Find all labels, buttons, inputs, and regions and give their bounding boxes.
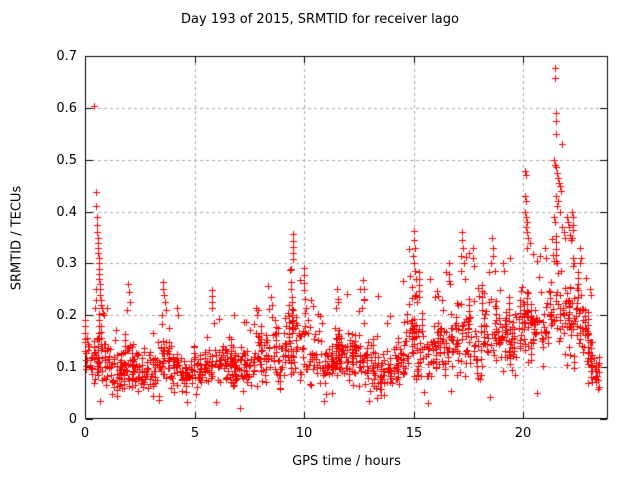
y-tick-label: 0.1	[56, 360, 77, 375]
x-tick-label: 0	[80, 426, 90, 441]
x-tick-label: 5	[190, 426, 200, 441]
y-tick-label: 0.3	[56, 256, 77, 271]
x-tick-label: 20	[514, 426, 532, 441]
y-axis-label: SRMTID / TECUs	[9, 185, 25, 291]
x-axis-label: GPS time / hours	[292, 454, 401, 469]
y-tick-label: 0.6	[56, 101, 77, 116]
y-tick-label: 0.7	[56, 49, 77, 64]
y-tick-label: 0.2	[56, 308, 77, 323]
x-tick-label: 15	[405, 426, 423, 441]
chart-title: Day 193 of 2015, SRMTID for receiver lag…	[181, 12, 459, 27]
y-tick-label: 0	[68, 412, 77, 427]
x-tick-label: 10	[295, 426, 313, 441]
y-tick-label: 0.4	[56, 205, 77, 220]
y-tick-label: 0.5	[56, 153, 77, 168]
